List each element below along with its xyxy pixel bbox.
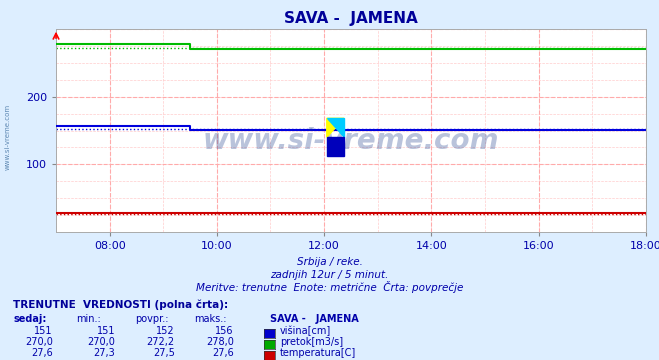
Text: temperatura[C]: temperatura[C] <box>280 348 357 358</box>
Text: Meritve: trenutne  Enote: metrične  Črta: povprečje: Meritve: trenutne Enote: metrične Črta: … <box>196 281 463 293</box>
Text: 278,0: 278,0 <box>206 337 234 347</box>
Text: 27,5: 27,5 <box>153 348 175 358</box>
Title: SAVA -  JAMENA: SAVA - JAMENA <box>284 11 418 26</box>
Text: www.si-vreme.com: www.si-vreme.com <box>5 104 11 170</box>
Text: 270,0: 270,0 <box>88 337 115 347</box>
Text: SAVA -   JAMENA: SAVA - JAMENA <box>270 314 359 324</box>
Text: 152: 152 <box>156 326 175 336</box>
Text: pretok[m3/s]: pretok[m3/s] <box>280 337 343 347</box>
Text: www.si-vreme.com: www.si-vreme.com <box>203 127 499 155</box>
Text: 272,2: 272,2 <box>146 337 175 347</box>
Text: TRENUTNE  VREDNOSTI (polna črta):: TRENUTNE VREDNOSTI (polna črta): <box>13 299 228 310</box>
Text: povpr.:: povpr.: <box>135 314 169 324</box>
Polygon shape <box>327 118 344 137</box>
Bar <box>327 137 344 156</box>
Text: višina[cm]: višina[cm] <box>280 326 331 336</box>
Text: 27,6: 27,6 <box>212 348 234 358</box>
Text: 156: 156 <box>215 326 234 336</box>
Text: 151: 151 <box>34 326 53 336</box>
Text: Srbija / reke.: Srbija / reke. <box>297 257 362 267</box>
Text: maks.:: maks.: <box>194 314 227 324</box>
Text: 27,6: 27,6 <box>31 348 53 358</box>
Text: zadnjih 12ur / 5 minut.: zadnjih 12ur / 5 minut. <box>270 270 389 280</box>
Text: 27,3: 27,3 <box>94 348 115 358</box>
Text: 151: 151 <box>97 326 115 336</box>
Text: min.:: min.: <box>76 314 101 324</box>
Text: 270,0: 270,0 <box>25 337 53 347</box>
Polygon shape <box>327 118 344 137</box>
Text: sedaj:: sedaj: <box>13 314 47 324</box>
